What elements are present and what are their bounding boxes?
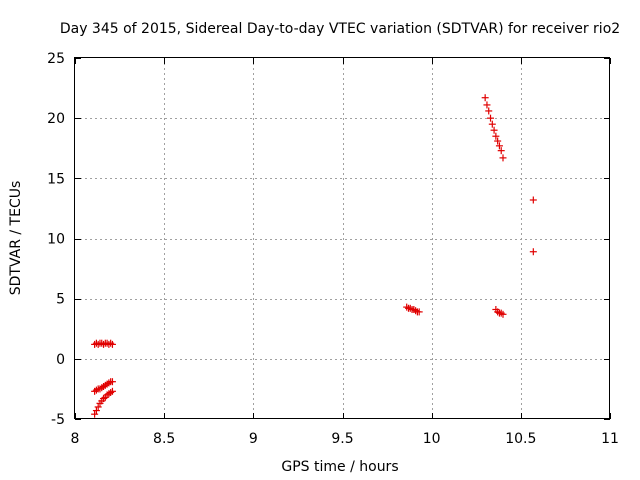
data-point [494, 137, 502, 145]
y-tick-label: 0 [56, 352, 65, 368]
chart-title: Day 345 of 2015, Sidereal Day-to-day VTE… [60, 21, 620, 37]
data-points [91, 94, 537, 418]
grid [75, 58, 610, 419]
y-axis-label: SDTVAR / TECUs [8, 181, 24, 296]
y-tick-label: 5 [56, 292, 65, 308]
data-point [485, 107, 493, 115]
y-axis-tick-labels: -5 0 5 10 15 20 25 [47, 51, 65, 428]
x-tick-label: 10.5 [505, 431, 536, 447]
data-point [108, 387, 116, 395]
x-tick-label: 11 [601, 431, 619, 447]
data-point [91, 410, 99, 418]
axis-ticks [75, 58, 611, 420]
data-point [529, 196, 537, 204]
plot-frame [74, 57, 610, 419]
data-point [492, 132, 500, 140]
x-tick-label: 8 [71, 431, 80, 447]
y-tick-label: 15 [47, 171, 65, 187]
data-point [483, 101, 491, 109]
data-point [499, 154, 507, 162]
y-tick-label: -5 [51, 412, 65, 428]
data-point [490, 126, 498, 134]
data-point [108, 378, 116, 386]
data-point [499, 310, 507, 318]
data-point [529, 248, 537, 256]
data-point [94, 403, 102, 411]
x-tick-label: 9 [249, 431, 258, 447]
x-axis-tick-labels: 8 8.5 9 9.5 10 10.5 11 [71, 431, 619, 447]
y-tick-label: 10 [47, 232, 65, 248]
data-point [495, 142, 503, 150]
data-point [481, 94, 489, 102]
y-tick-label: 25 [47, 51, 65, 67]
data-point [415, 308, 423, 316]
data-point [497, 147, 505, 155]
data-point [92, 407, 100, 415]
x-tick-label: 10 [423, 431, 441, 447]
x-axis-label: GPS time / hours [281, 459, 398, 475]
data-point [108, 340, 116, 348]
data-point [487, 114, 495, 122]
x-tick-label: 9.5 [331, 431, 353, 447]
x-tick-label: 8.5 [153, 431, 175, 447]
data-point [488, 120, 496, 128]
y-tick-label: 20 [47, 111, 65, 127]
